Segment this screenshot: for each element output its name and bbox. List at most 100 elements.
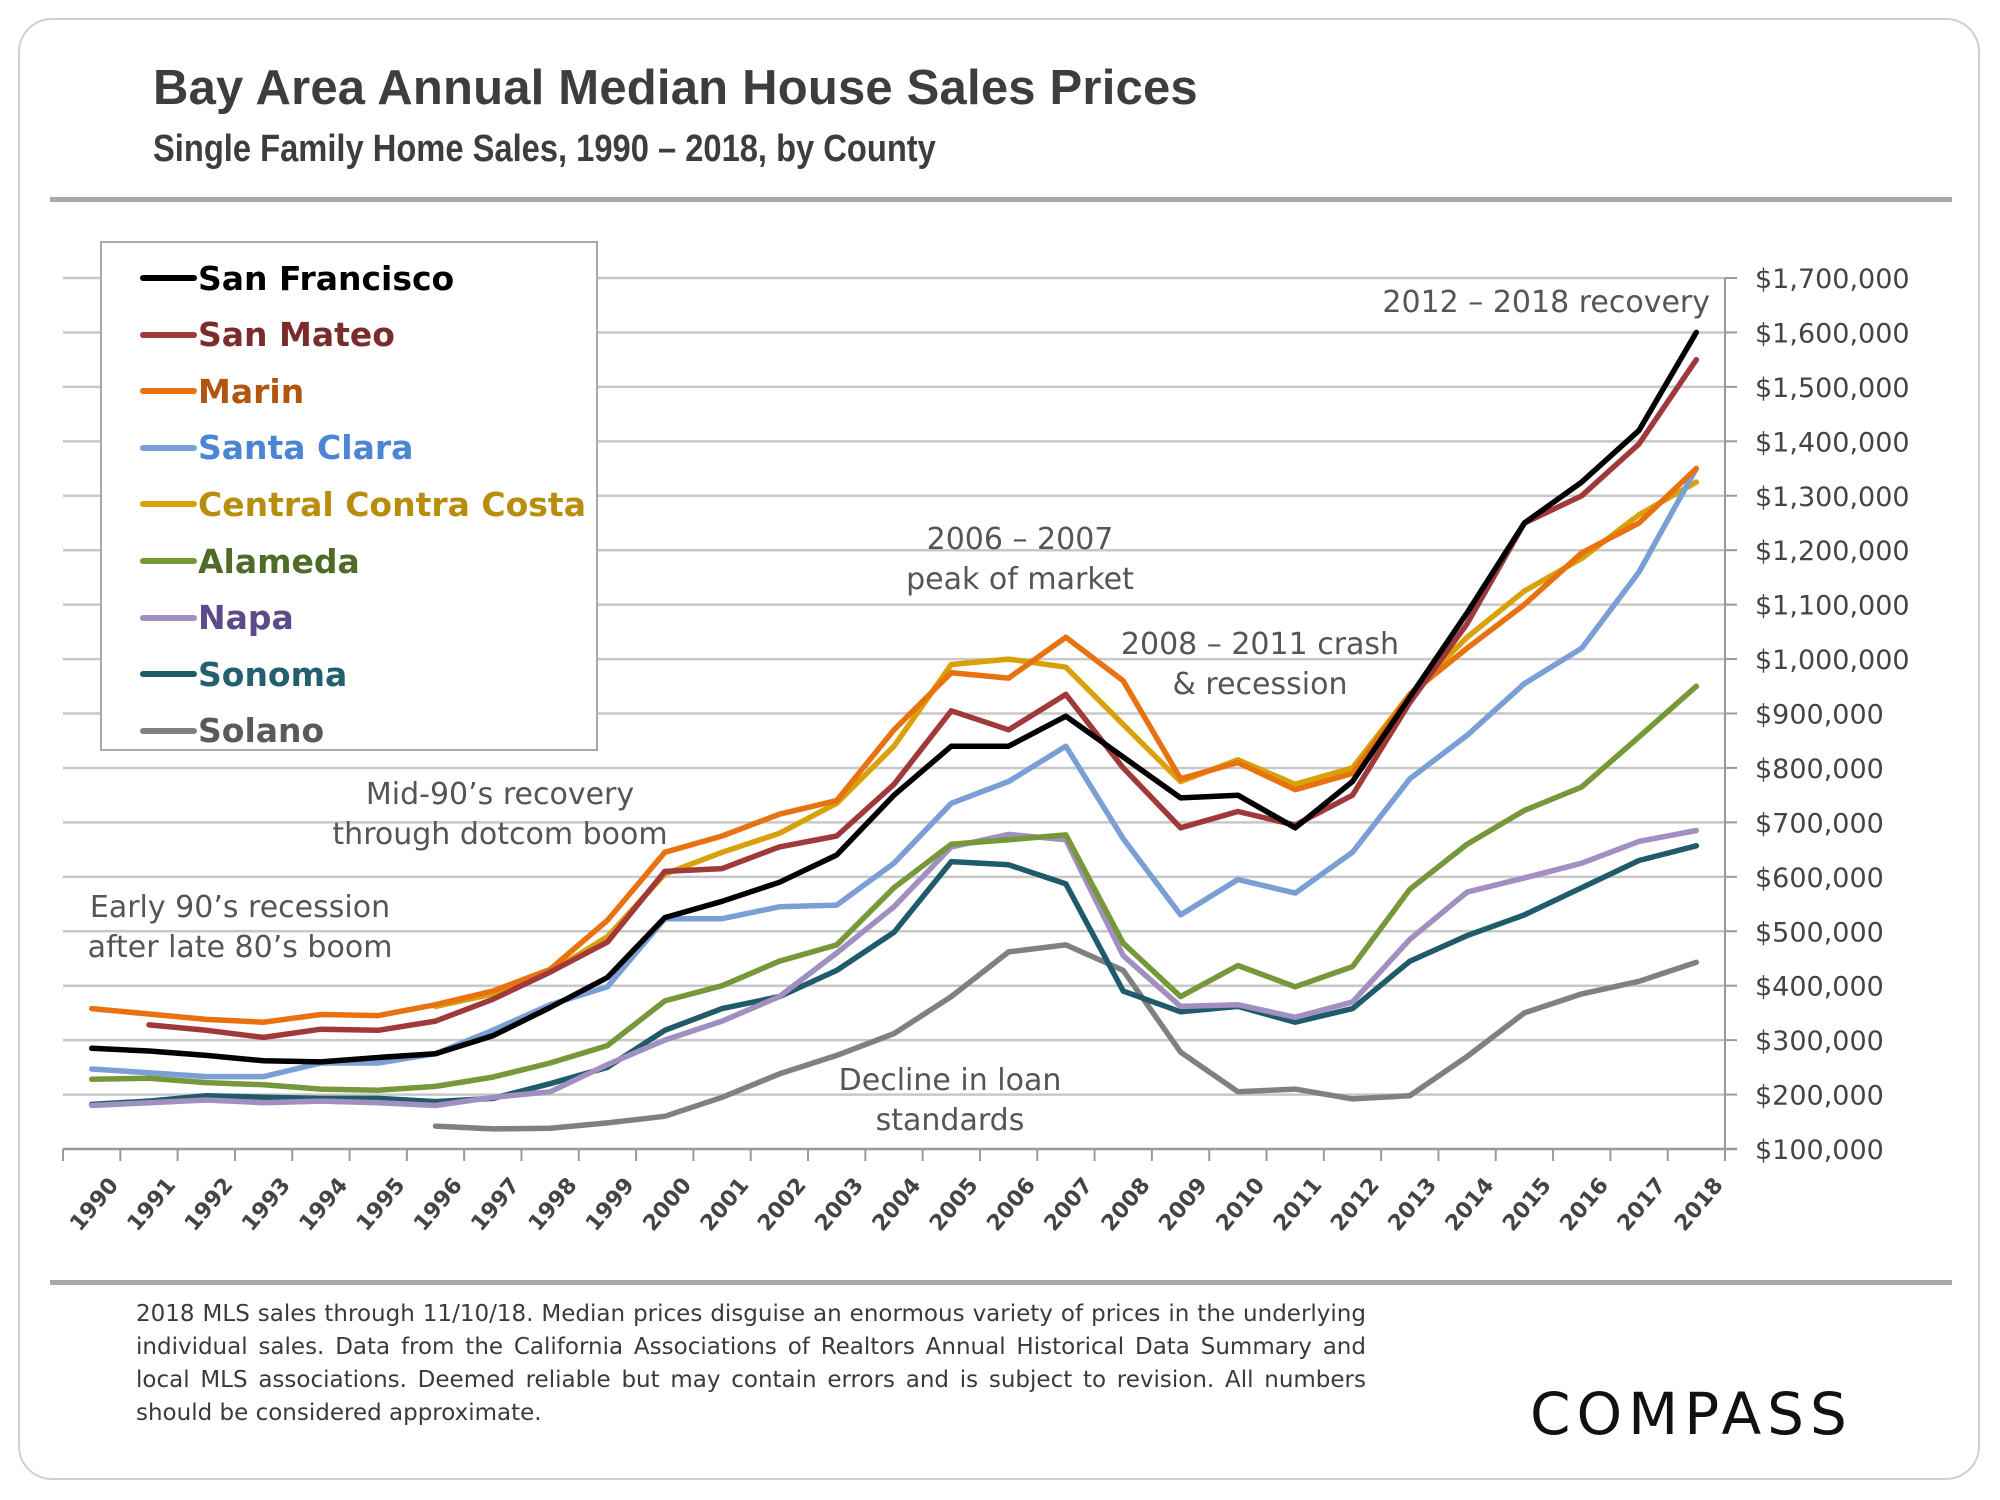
y-tick-label: $800,000: [1755, 754, 1884, 785]
x-tick-label: 1994: [295, 1173, 354, 1236]
x-tick-label: 1990: [65, 1173, 124, 1236]
x-tick-label: 2016: [1555, 1173, 1614, 1236]
x-tick-label: 1996: [409, 1173, 468, 1236]
y-tick-label: $400,000: [1755, 972, 1884, 1003]
x-tick-label: 1993: [237, 1173, 296, 1236]
y-tick-label: $100,000: [1755, 1135, 1884, 1166]
legend-swatch: [140, 614, 197, 621]
annotation-early-90s-line1: Early 90’s recession: [89, 890, 391, 925]
annotation-loan-line1: Decline in loan: [838, 1063, 1062, 1098]
legend-item: San Francisco: [140, 253, 454, 303]
y-tick-label: $500,000: [1755, 917, 1884, 948]
legend-label: Napa: [198, 598, 294, 638]
x-tick-label: 2003: [810, 1173, 869, 1236]
x-tick-label: 2013: [1384, 1173, 1443, 1236]
x-tick-label: 2010: [1212, 1173, 1271, 1236]
y-tick-label: $200,000: [1755, 1081, 1884, 1112]
y-axis-tick-labels: $100,000 $200,000 $300,000 $400,000 $500,000…: [1755, 264, 1910, 1166]
x-tick-label: 2014: [1441, 1173, 1500, 1236]
legend-swatch: [140, 501, 197, 508]
series-line-san-francisco: [88, 329, 1700, 1065]
x-tick-label: 2017: [1613, 1173, 1672, 1236]
annotation-early-90s: Early 90’s recession after late 80’s boo…: [70, 888, 410, 968]
footnote: 2018 MLS sales through 11/10/18. Median …: [136, 1301, 1366, 1426]
annotation-crash-line2: & recession: [1172, 667, 1348, 702]
legend-label: Marin: [198, 371, 305, 411]
x-tick-label: 2011: [1269, 1173, 1328, 1236]
legend-item: Solano: [140, 706, 324, 756]
y-tick-label: $900,000: [1755, 700, 1884, 731]
legend-swatch: [140, 388, 197, 395]
y-tick-label: $1,100,000: [1755, 591, 1910, 622]
annotation-crash-line1: 2008 – 2011 crash: [1120, 627, 1400, 662]
y-tick-label: $1,500,000: [1755, 373, 1910, 404]
legend-swatch: [140, 444, 197, 451]
y-tick-label: $1,200,000: [1755, 536, 1910, 567]
legend-swatch: [140, 727, 197, 734]
series-line-sonoma: [88, 843, 1700, 1108]
legend-label: Solano: [198, 711, 325, 751]
y-tick-label: $700,000: [1755, 808, 1884, 839]
x-tick-label: 2012: [1326, 1173, 1385, 1236]
x-tick-label: 2009: [1154, 1173, 1213, 1236]
axes: [62, 277, 1737, 1161]
legend-swatch: [140, 558, 197, 564]
legend-label: Santa Clara: [198, 428, 414, 468]
legend-item: Central Contra Costa: [140, 479, 586, 529]
legend-label: San Francisco: [198, 258, 455, 298]
legend-label: Sonoma: [198, 654, 348, 694]
chart-subtitle: Single Family Home Sales, 1990 – 2018, b…: [153, 128, 936, 170]
x-tick-label: 2002: [753, 1173, 812, 1236]
annotation-peak-line2: peak of market: [906, 562, 1134, 597]
footer-divider: [50, 1280, 1952, 1285]
x-tick-label: 2004: [868, 1173, 927, 1236]
series-line-alameda: [88, 683, 1700, 1093]
x-tick-label: 2005: [925, 1173, 984, 1236]
annotation-peak: 2006 – 2007 peak of market: [880, 520, 1160, 600]
annotation-mid-90s-line1: Mid-90’s recovery: [365, 777, 635, 812]
y-tick-label: $1,600,000: [1755, 318, 1910, 349]
legend-label: Alameda: [198, 541, 360, 581]
y-tick-label: $1,300,000: [1755, 482, 1910, 513]
series-line-santa-clara: [88, 465, 1700, 1080]
series-lines: [88, 329, 1700, 1132]
legend-item: Marin: [140, 366, 304, 416]
legend-item: Napa: [140, 593, 294, 643]
y-tick-label: $300,000: [1755, 1026, 1884, 1057]
legend: San Francisco San Mateo Marin Santa Clara Ce…: [100, 241, 598, 751]
x-tick-label: 2006: [982, 1173, 1041, 1236]
chart-title: Bay Area Annual Median House Sales Price…: [153, 61, 1198, 115]
annotation-loan-standards: Decline in loan standards: [820, 1061, 1080, 1141]
legend-item: Sonoma: [140, 649, 347, 699]
x-tick-label: 2007: [1040, 1173, 1099, 1236]
legend-item: Alameda: [140, 536, 360, 586]
x-tick-label: 2008: [1097, 1173, 1156, 1236]
y-tick-label: $1,000,000: [1755, 645, 1910, 676]
x-tick-label: 1992: [180, 1173, 239, 1236]
series-line-solano: [432, 942, 1700, 1132]
annotation-mid-90s-line2: through dotcom boom: [332, 817, 668, 852]
x-tick-label: 2018: [1670, 1173, 1729, 1236]
x-axis-tick-labels: 1990199119921993199419951996199719981999…: [65, 1173, 1728, 1236]
legend-label: San Mateo: [198, 315, 395, 355]
header-divider: [50, 197, 1952, 202]
x-tick-label: 2001: [696, 1173, 755, 1236]
x-tick-label: 1991: [123, 1173, 182, 1236]
legend-item: Santa Clara: [140, 423, 413, 473]
x-tick-label: 1997: [467, 1173, 526, 1236]
annotation-crash: 2008 – 2011 crash & recession: [1100, 625, 1420, 705]
legend-swatch: [140, 331, 197, 338]
annotation-loan-line2: standards: [875, 1103, 1025, 1138]
series-line-san-mateo: [146, 356, 1700, 1041]
x-tick-label: 2000: [639, 1173, 698, 1236]
annotation-early-90s-line2: after late 80’s boom: [87, 930, 393, 965]
y-tick-label: $1,400,000: [1755, 427, 1910, 458]
legend-label: Central Contra Costa: [198, 484, 586, 524]
x-tick-label: 1999: [581, 1173, 640, 1236]
x-tick-label: 1998: [524, 1173, 583, 1236]
compass-logo: COMPASS: [1530, 1380, 1853, 1448]
annotation-recovery-text: 2012 – 2018 recovery: [1382, 285, 1710, 320]
series-line-napa: [88, 827, 1700, 1109]
legend-swatch: [140, 275, 197, 281]
x-tick-label: 2015: [1498, 1173, 1557, 1236]
